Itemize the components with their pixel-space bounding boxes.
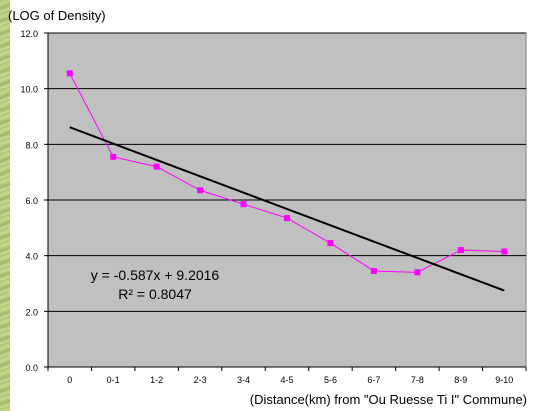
- x-tick-label-10: 9-10: [495, 375, 513, 385]
- linear-trendline: [69, 126, 505, 292]
- data-point-8: [414, 269, 421, 276]
- data-point-7: [370, 267, 377, 274]
- x-tick-label-4: 3-4: [237, 375, 250, 385]
- y-tick-label-0: 0.0: [25, 363, 38, 373]
- x-tick-label-5: 4-5: [280, 375, 293, 385]
- data-point-10: [501, 248, 508, 255]
- data-point-3: [197, 187, 204, 194]
- x-axis-tick-labels: 0 0-1 1-2 2-3 3-4 4-5 5-6 6-7 7-8 8-9 9-10: [67, 375, 513, 385]
- data-point-0: [66, 70, 73, 77]
- x-tick-label-1: 0-1: [107, 375, 120, 385]
- data-point-9: [457, 247, 464, 254]
- x-tick-label-3: 2-3: [194, 375, 207, 385]
- data-point-5: [284, 215, 290, 222]
- y-axis-title: (LOG of Density): [8, 8, 106, 23]
- series-markers: [66, 70, 508, 276]
- left-decorative-stripe: [0, 0, 10, 411]
- data-point-2: [153, 163, 160, 170]
- data-point-1: [110, 153, 117, 160]
- trendline-equation: y = -0.587x + 9.2016: [91, 267, 220, 283]
- x-tick-label-6: 5-6: [324, 375, 337, 385]
- y-tick-label-1: 2.0: [25, 307, 38, 317]
- y-tick-label-3: 6.0: [25, 196, 38, 206]
- x-tick-label-7: 6-7: [367, 375, 380, 385]
- trendline-r-squared: R² = 0.8047: [118, 286, 192, 302]
- x-tick-label-9: 8-9: [454, 375, 467, 385]
- data-point-6: [327, 240, 334, 247]
- y-tick-label-4: 8.0: [25, 140, 38, 150]
- y-axis-tick-labels: 0.0 2.0 4.0 6.0 8.0 10.0 12.0: [20, 29, 38, 373]
- x-tick-label-8: 7-8: [411, 375, 424, 385]
- x-axis-title: (Distance(km) from "Ou Ruesse Ti I" Comm…: [250, 392, 527, 407]
- y-tick-label-5: 10.0: [20, 85, 38, 95]
- y-tick-label-6: 12.0: [20, 29, 38, 39]
- x-tick-label-2: 1-2: [150, 375, 163, 385]
- y-tick-label-2: 4.0: [25, 252, 38, 262]
- gridlines: [44, 32, 527, 371]
- data-point-4: [240, 201, 247, 208]
- x-tick-label-0: 0: [67, 375, 72, 385]
